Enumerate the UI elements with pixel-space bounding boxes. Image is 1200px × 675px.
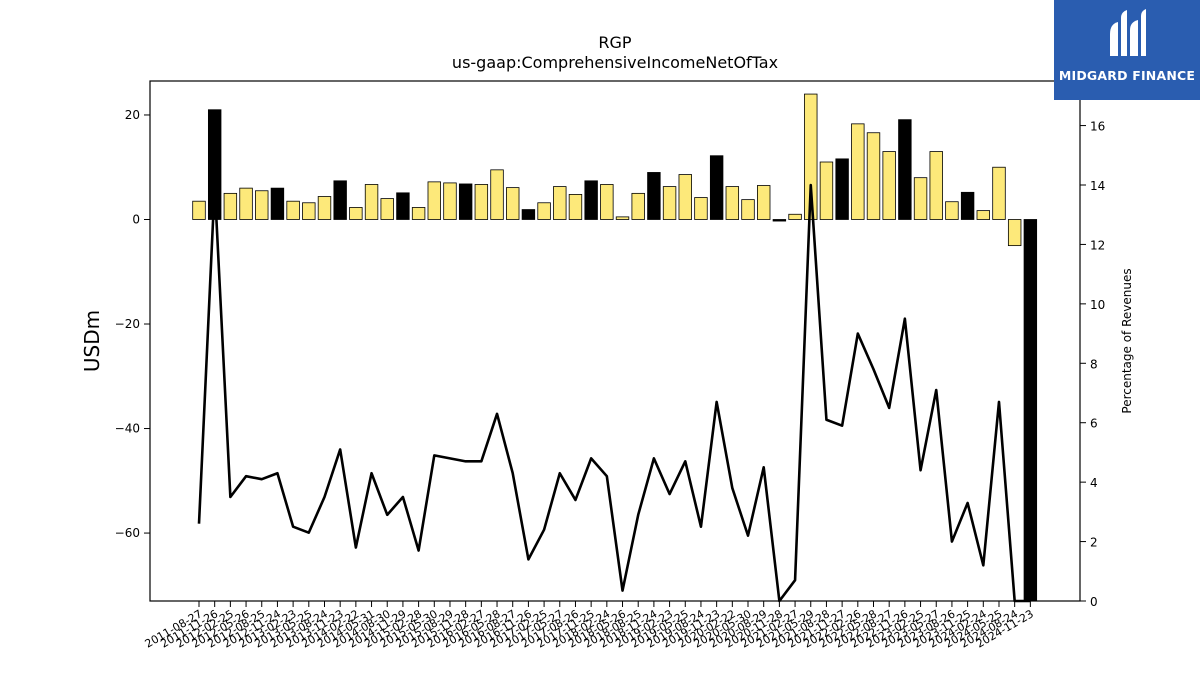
bar [678, 174, 692, 220]
y2-tick-label: 4 [1090, 476, 1098, 490]
bar [992, 166, 1006, 220]
bar [741, 199, 755, 220]
bar [458, 183, 473, 220]
bar [192, 200, 206, 220]
bar [819, 161, 834, 220]
bar [443, 182, 457, 220]
bar [255, 190, 269, 220]
bar [835, 158, 849, 220]
bar [1023, 219, 1038, 602]
bar [333, 180, 347, 220]
right-axis: 0 2 4 6 8 10 12 14 16 [1080, 120, 1105, 609]
bar [882, 151, 896, 220]
bar [490, 169, 504, 220]
bar [537, 202, 551, 220]
bar [709, 155, 724, 220]
bar [945, 201, 959, 220]
x-axis: 2011-08-272011-11-262012-02-252012-05-26… [143, 601, 1036, 651]
y-axis-label: USDm [80, 310, 104, 372]
bar [772, 219, 787, 222]
y-tick-label: −60 [115, 526, 140, 540]
bar [239, 187, 253, 220]
bar [396, 192, 410, 220]
bar [694, 197, 708, 220]
line-series [197, 183, 1031, 603]
bar [302, 202, 316, 220]
y2-tick-label: 14 [1090, 179, 1105, 193]
left-axis: 20 0 −20 −40 −60 [115, 108, 150, 540]
bar [506, 187, 520, 220]
bar [960, 191, 975, 220]
y2-axis-label: Percentage of Revenues [1120, 268, 1134, 413]
y-tick-label: 0 [132, 212, 140, 226]
bar [615, 216, 630, 220]
y-tick-label: −20 [115, 317, 140, 331]
bar [364, 184, 379, 220]
bar [757, 185, 771, 220]
chart-title: RGP [598, 33, 632, 52]
y2-tick-label: 10 [1090, 298, 1105, 312]
bar [521, 209, 536, 220]
bar [913, 177, 928, 220]
bar [631, 192, 645, 220]
bar [349, 207, 363, 220]
bar [976, 210, 991, 220]
bar [207, 109, 222, 220]
bar [600, 184, 614, 220]
bar [1007, 219, 1022, 247]
bar [725, 186, 740, 220]
y2-tick-label: 2 [1090, 536, 1098, 550]
y2-tick-label: 8 [1090, 357, 1098, 371]
bar [411, 207, 426, 220]
bar-series [192, 93, 1038, 602]
bar [898, 119, 912, 220]
plot-frame [149, 80, 1081, 602]
bar [929, 151, 943, 220]
line-path [197, 183, 1031, 603]
bar [568, 194, 583, 220]
y2-tick-label: 16 [1090, 120, 1105, 134]
logo-mark-icon [1110, 9, 1146, 56]
bar [223, 192, 238, 220]
bar [804, 93, 818, 220]
bar [270, 187, 285, 220]
bar [380, 198, 394, 220]
bar [553, 186, 567, 220]
y2-tick-label: 0 [1090, 595, 1098, 609]
bar [286, 200, 300, 220]
y-tick-label: −40 [115, 422, 140, 436]
bar [851, 123, 865, 220]
y2-tick-label: 6 [1090, 417, 1098, 431]
brand-logo: MIDGARD FINANCE [1054, 0, 1200, 100]
bar [427, 181, 441, 220]
bar [788, 213, 802, 220]
bar [662, 186, 677, 220]
y-tick-label: 20 [125, 108, 140, 122]
brand-name: MIDGARD FINANCE [1058, 68, 1196, 83]
bar [474, 184, 489, 220]
bar [647, 172, 661, 220]
bar [317, 196, 332, 220]
y2-tick-label: 12 [1090, 238, 1105, 252]
bar [866, 132, 881, 220]
bar [584, 180, 598, 220]
chart-subtitle: us-gaap:ComprehensiveIncomeNetOfTax [452, 53, 778, 72]
